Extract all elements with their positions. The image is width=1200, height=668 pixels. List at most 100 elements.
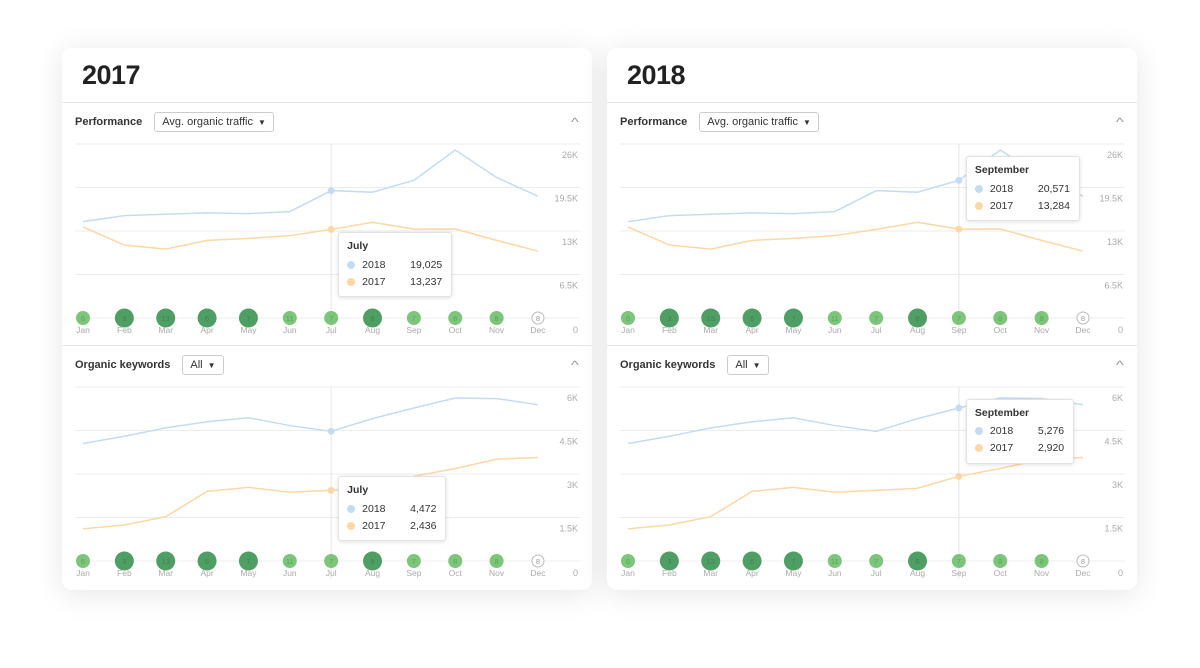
series-line-2017: [627, 456, 1083, 530]
collapse-chevron-icon[interactable]: ^: [1116, 358, 1125, 372]
divider: [62, 102, 592, 103]
tooltip-year: 2018: [989, 425, 1014, 438]
event-count: 3: [667, 557, 671, 566]
month-label: Apr: [200, 568, 213, 578]
caret-down-icon: ▼: [207, 360, 216, 370]
y-tick-label: 1.5K: [1104, 524, 1123, 534]
y-tick-label: 3K: [567, 480, 578, 490]
y-tick-label: 6.5K: [1104, 281, 1123, 291]
event-bubble: [1034, 554, 1049, 568]
collapse-chevron-icon[interactable]: ^: [571, 115, 580, 129]
event-count: 3: [122, 314, 126, 323]
month-label: May: [240, 325, 257, 335]
keywords-chart: 0 1.5K 3K 4.5K 6K 6 Jan 3 Feb 13 Mar 6 Apr 7 May 11 Jun 7…: [620, 386, 1125, 579]
keywords-label: Organic keywords: [75, 359, 171, 371]
event-count: 8: [495, 314, 499, 323]
event-count: 6: [626, 314, 630, 323]
event-count: 8: [1040, 314, 1044, 323]
metric-dropdown[interactable]: Avg. organic traffic ▼: [699, 112, 819, 132]
dropdown-value: Avg. organic traffic: [707, 116, 798, 128]
event-count: 7: [791, 314, 795, 323]
month-label: May: [785, 325, 802, 335]
event-count: 8: [536, 557, 540, 566]
month-label: Sep: [406, 568, 421, 578]
event-bubble: [238, 551, 258, 571]
event-count: 6: [81, 314, 85, 323]
event-bubble: [951, 311, 966, 325]
panel-2017: 2017 Performance Avg. organic traffic ▼ ^…: [62, 48, 592, 590]
event-bubble: [621, 554, 635, 568]
event-bubble: [238, 308, 258, 328]
event-bubble: [783, 308, 803, 328]
event-bubble: [282, 311, 297, 325]
event-count: 7: [791, 557, 795, 566]
legend-dot-icon: [974, 184, 983, 193]
event-bubble: [827, 311, 842, 325]
event-count: 13: [162, 314, 170, 323]
month-label: Oct: [449, 325, 463, 335]
panel-2018: 2018 Performance Avg. organic traffic ▼ ^…: [607, 48, 1137, 590]
data-point-2018: [955, 176, 963, 184]
legend-dot-icon: [347, 504, 356, 513]
month-label: Sep: [951, 568, 966, 578]
keywords-filter-dropdown[interactable]: All ▼: [727, 355, 769, 375]
month-label: Jun: [828, 325, 842, 335]
collapse-chevron-icon[interactable]: ^: [571, 358, 580, 372]
tooltip-year: 2017: [362, 275, 386, 288]
event-count: 11: [286, 557, 294, 566]
series-line-2017: [82, 456, 538, 530]
event-bubble: [156, 308, 176, 328]
event-count: 8: [536, 314, 540, 323]
legend-dot-icon: [347, 521, 356, 530]
month-label: Apr: [200, 325, 213, 335]
series-line-2017: [82, 221, 539, 252]
event-bubble: [448, 554, 463, 568]
tooltip-value: 19,025: [410, 258, 443, 271]
event-bubble: [406, 554, 421, 568]
month-label: Mar: [703, 325, 718, 335]
y-tick-label: 6K: [567, 393, 578, 403]
divider: [62, 345, 592, 346]
keywords-label: Organic keywords: [620, 359, 716, 371]
month-label: Nov: [1034, 325, 1050, 335]
event-bubble: [993, 311, 1008, 325]
month-label: Jul: [871, 568, 882, 578]
month-label: Feb: [117, 325, 132, 335]
performance-chart: 0 6.5K 13K 19.5K 26K 6 Jan 3 Feb 13 Mar 6 Apr 7 May 11 J…: [75, 143, 580, 336]
event-count: 13: [162, 557, 170, 566]
event-count: 11: [286, 314, 294, 323]
event-count: 3: [122, 557, 126, 566]
month-label: Jan: [76, 568, 90, 578]
collapse-chevron-icon[interactable]: ^: [1116, 115, 1125, 129]
series-line-2017: [627, 221, 1084, 252]
event-bubble: [448, 311, 463, 325]
y-tick-label: 26K: [562, 150, 578, 160]
month-label: Apr: [745, 325, 758, 335]
event-count: 7: [957, 557, 961, 566]
event-count: 8: [1040, 557, 1044, 566]
event-count: 8: [998, 557, 1002, 566]
month-label: May: [240, 568, 257, 578]
metric-dropdown[interactable]: Avg. organic traffic ▼: [154, 112, 274, 132]
month-label: Oct: [994, 568, 1008, 578]
event-bubble: [531, 554, 545, 568]
caret-down-icon: ▼: [752, 360, 761, 370]
month-label: May: [785, 568, 802, 578]
y-tick-label: 0: [1118, 568, 1123, 578]
event-count: 8: [495, 557, 499, 566]
caret-down-icon: ▼: [802, 117, 811, 127]
month-label: Jun: [283, 325, 297, 335]
keywords-filter-dropdown[interactable]: All ▼: [182, 355, 224, 375]
event-bubble: [114, 308, 134, 328]
month-label: Aug: [910, 325, 925, 335]
event-bubble: [489, 311, 504, 325]
dropdown-value: All: [190, 359, 203, 371]
data-point-2017: [327, 225, 335, 233]
event-count: 6: [81, 557, 85, 566]
event-count: 7: [246, 557, 250, 566]
event-bubble: [363, 308, 383, 328]
event-bubble: [993, 554, 1008, 568]
y-tick-label: 0: [573, 325, 578, 335]
tooltip-row: 2018 20,571: [974, 180, 1070, 197]
y-tick-label: 13K: [562, 237, 578, 247]
